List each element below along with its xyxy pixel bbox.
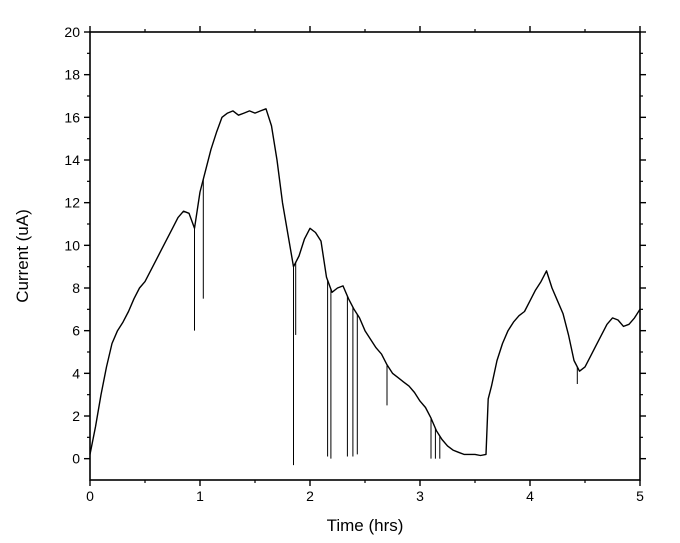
series-line-0 [89,108,641,457]
x-tick-label: 5 [636,488,644,504]
y-tick-label: 16 [64,109,80,125]
x-tick-label: 3 [416,488,424,504]
x-tick-label: 0 [86,488,94,504]
current-spike-lines [194,179,578,466]
y-axis-ticks: 0 2 4 6 8 10 12 14 16 18 20 [64,24,646,467]
y-tick-label: 2 [72,408,80,424]
y-tick-label: 12 [64,195,80,211]
y-tick-label: 18 [64,67,80,83]
y-tick-label: 10 [64,237,80,253]
y-tick-label: 6 [72,323,80,339]
y-tick-label: 8 [72,280,80,296]
y-tick-label: 4 [72,365,80,381]
y-tick-label: 0 [72,451,80,467]
x-tick-label: 4 [526,488,534,504]
x-axis-label: Time (hrs) [327,516,404,535]
x-axis-ticks: 0 1 2 3 4 5 [86,26,644,504]
y-tick-label: 20 [64,24,80,40]
x-tick-label: 1 [196,488,204,504]
x-tick-label: 2 [306,488,314,504]
y-axis-label: Current (uA) [13,209,32,303]
plot-frame [89,31,641,481]
current-trace-line [89,108,641,457]
y-tick-label: 14 [64,152,80,168]
